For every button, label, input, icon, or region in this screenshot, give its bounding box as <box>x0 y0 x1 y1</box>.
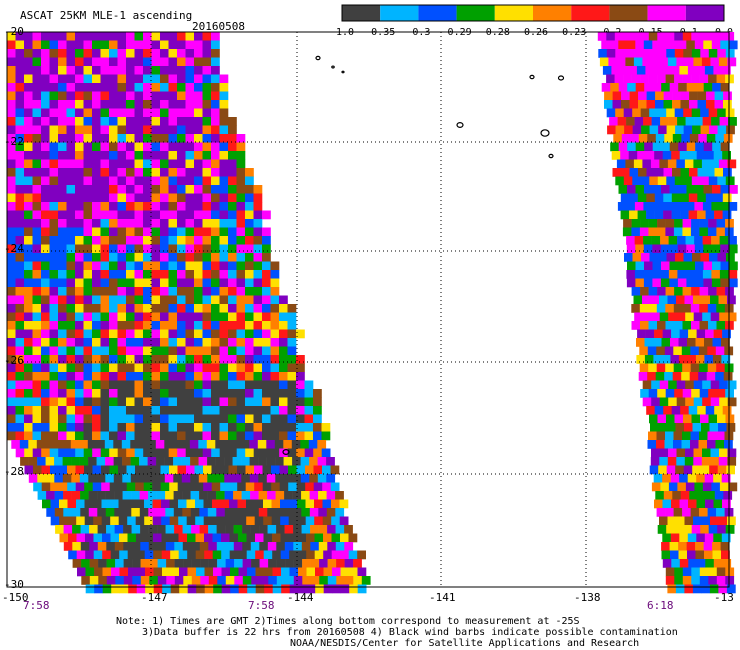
colorbar-swatch <box>418 5 457 21</box>
colorbar-swatch <box>380 5 419 21</box>
island-outlines <box>282 55 565 456</box>
colorbar-swatch <box>342 5 381 21</box>
lon-label-144: -144 <box>287 591 314 604</box>
lat-label-28: -28 <box>4 465 24 478</box>
time-label-1: 7:58 <box>23 599 50 612</box>
time-label-3: 6:18 <box>647 599 674 612</box>
swath-cells <box>7 32 738 594</box>
lat-label-24: -24 <box>4 242 24 255</box>
note-line-1: Note: 1) Times are GMT 2)Times along bot… <box>116 616 580 627</box>
colorbar-swatch <box>685 5 724 21</box>
lon-label-135: -13 <box>714 591 734 604</box>
lon-label-141: -141 <box>429 591 456 604</box>
lat-label-22: -22 <box>4 135 24 148</box>
lon-label-150: -150 <box>2 591 29 604</box>
lon-label-138: -138 <box>574 591 601 604</box>
lat-label-20: -20 <box>4 25 24 38</box>
note-line-2: 3)Data buffer is 22 hrs from 20160508 4)… <box>142 627 678 638</box>
grid-lines <box>6 31 730 588</box>
map-date: 20160508 <box>192 20 245 33</box>
colorbar-swatch <box>533 5 572 21</box>
colorbar-swatch <box>609 5 648 21</box>
colorbar-swatch <box>494 5 533 21</box>
colorbar-swatch <box>456 5 495 21</box>
lat-label-30: -30 <box>4 578 24 591</box>
colorbar-swatch <box>571 5 610 21</box>
lon-label-147: -147 <box>141 591 168 604</box>
note-line-3: NOAA/NESDIS/Center for Satellite Applica… <box>290 638 640 649</box>
colorbar-swatch <box>647 5 686 21</box>
map-title: ASCAT 25KM MLE-1 ascending <box>20 9 193 22</box>
time-label-2: 7:58 <box>248 599 275 612</box>
lat-label-26: -26 <box>4 354 24 367</box>
